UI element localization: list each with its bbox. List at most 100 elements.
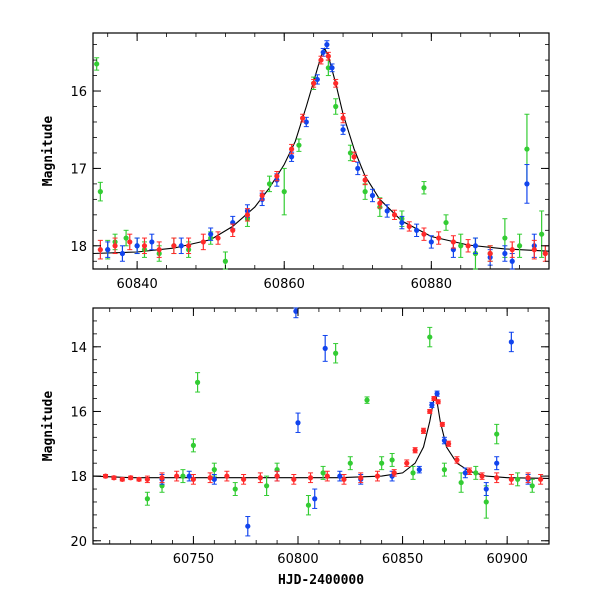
bottom-point-green: [389, 452, 395, 467]
bottom-point-blue: [429, 401, 435, 409]
bottom-point-red: [307, 472, 314, 484]
bottom-point-red: [341, 473, 347, 485]
data-marker: [324, 473, 330, 479]
top-point-red: [421, 227, 427, 241]
data-marker: [211, 467, 217, 473]
bottom-point-red: [404, 459, 410, 467]
data-marker: [340, 115, 346, 121]
bottom-point-red: [427, 408, 433, 415]
top-axis-ticks: 60840 60860 60880 16 17 18: [70, 33, 550, 292]
top-point-blue: [178, 237, 184, 255]
data-marker: [472, 243, 479, 249]
data-marker: [305, 502, 312, 508]
data-marker: [412, 447, 418, 453]
data-marker: [439, 421, 445, 427]
data-marker: [324, 42, 330, 48]
data-marker: [351, 154, 357, 160]
data-marker: [487, 250, 493, 257]
data-marker: [539, 231, 545, 237]
data-marker: [224, 473, 230, 479]
top-point-green: [421, 181, 427, 195]
data-marker: [259, 192, 265, 199]
data-marker: [389, 457, 395, 463]
data-marker: [303, 119, 309, 125]
data-marker: [341, 476, 347, 482]
bottom-point-red: [119, 476, 125, 482]
data-marker: [479, 473, 485, 479]
data-marker: [136, 476, 142, 482]
data-marker: [266, 181, 273, 187]
data-marker: [428, 239, 434, 245]
top-point-red: [465, 239, 471, 253]
bottom-point-blue: [416, 465, 422, 474]
data-marker: [347, 460, 353, 466]
bottom-point-green: [264, 475, 270, 497]
top-point-red: [531, 239, 537, 260]
bottom-point-blue: [508, 331, 514, 353]
bottom-point-red: [159, 472, 165, 484]
bottom-panel: 60750 60800 60850 60900 14 16 18 20 Magnitude H…: [41, 307, 550, 588]
top-point-red: [406, 221, 412, 232]
bottom-plot-frame: [92, 307, 550, 545]
bottom-point-red: [525, 472, 531, 484]
bottom-y-axis-title: Magnitude: [41, 391, 56, 462]
data-marker: [450, 239, 456, 245]
top-point-red: [377, 198, 383, 209]
data-marker: [358, 475, 364, 481]
data-marker: [312, 496, 318, 502]
bottom-point-red: [445, 440, 452, 447]
top-point-red: [436, 231, 442, 245]
bottom-data-points: [102, 307, 544, 537]
bottom-point-red: [431, 395, 437, 402]
bottom-point-green: [515, 472, 521, 487]
data-marker: [494, 460, 500, 466]
data-marker: [141, 243, 148, 249]
bottom-point-red: [257, 472, 263, 484]
top-point-blue: [369, 188, 376, 203]
bottom-point-green: [180, 469, 186, 484]
data-marker: [241, 476, 247, 482]
data-marker: [215, 235, 221, 241]
bottom-point-red: [324, 470, 330, 482]
data-marker: [509, 247, 515, 253]
data-marker: [509, 258, 515, 264]
bottom-point-blue: [211, 473, 217, 485]
bottom-point-red: [241, 473, 247, 485]
top-point-red: [542, 245, 548, 262]
data-marker: [355, 165, 361, 172]
bottom-point-blue: [337, 470, 343, 482]
data-marker: [434, 391, 440, 397]
top-point-red: [112, 237, 118, 255]
top-point-blue: [384, 204, 390, 218]
top-point-blue: [303, 116, 309, 128]
top-point-blue: [105, 241, 111, 258]
data-marker: [416, 467, 422, 473]
bottom-point-green: [320, 465, 326, 480]
data-marker: [207, 475, 213, 481]
top-point-red: [351, 151, 357, 162]
data-marker: [443, 219, 449, 226]
data-marker: [320, 49, 326, 55]
bottom-point-blue: [295, 412, 301, 433]
bottom-point-green: [458, 472, 464, 493]
top-point-red: [171, 237, 177, 255]
top-point-green: [97, 181, 103, 202]
top-point-blue: [119, 245, 126, 262]
bottom-point-red: [136, 476, 142, 482]
data-marker: [300, 115, 306, 121]
top-point-blue: [324, 40, 330, 49]
data-marker: [483, 499, 489, 505]
data-marker: [318, 57, 324, 63]
data-marker: [441, 467, 448, 473]
data-marker: [232, 486, 238, 492]
bottom-point-red: [538, 473, 544, 485]
bottom-point-red: [358, 472, 364, 484]
data-marker: [529, 483, 535, 489]
data-marker: [362, 177, 368, 183]
data-marker: [508, 339, 514, 345]
top-point-red: [200, 233, 206, 251]
data-marker: [211, 476, 217, 482]
bottom-point-red: [190, 473, 197, 485]
data-marker: [340, 127, 346, 133]
data-marker: [377, 200, 383, 206]
